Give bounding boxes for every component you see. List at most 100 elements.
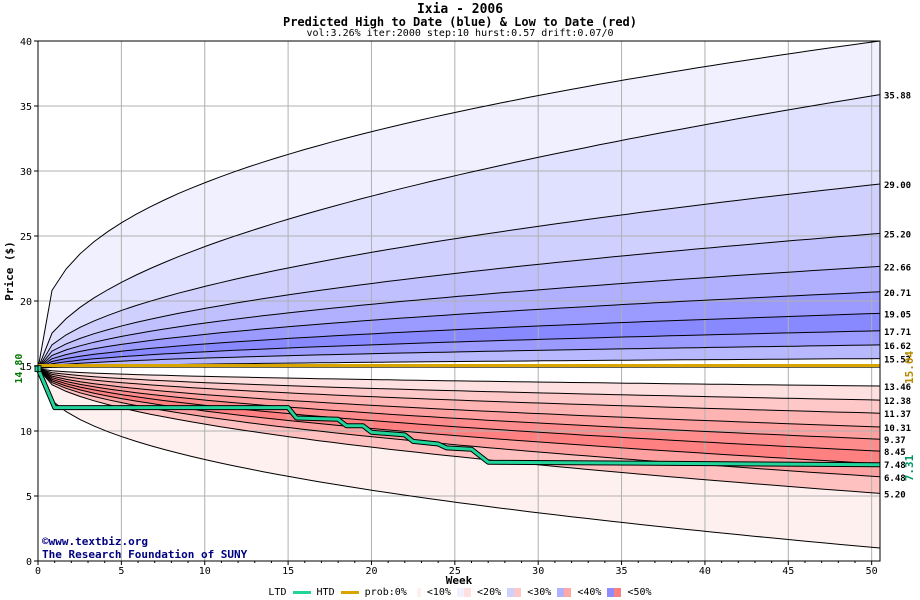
- low-band-8: [38, 368, 880, 494]
- x-tick-label-35: 35: [616, 566, 628, 577]
- low-percentile-line-4: [37, 368, 881, 428]
- x-axis-label: Week: [446, 574, 473, 587]
- x-tick-label-10: 10: [199, 566, 211, 577]
- legend-20-label: <20%: [477, 587, 502, 598]
- y-tick-label-5: 5: [26, 492, 32, 503]
- high-band-4: [38, 266, 880, 369]
- simulation-parameters: vol:3.26% iter:2000 step:10 hurst:0.57 d…: [306, 28, 614, 39]
- x-tick-label-50: 50: [866, 566, 878, 577]
- high-band-1: [38, 94, 880, 369]
- high-band-0: [38, 41, 880, 369]
- x-tick-label-5: 5: [118, 566, 124, 577]
- legend-htd-swatch: [340, 590, 359, 594]
- low-percentile-line-5: [37, 368, 881, 440]
- high-percentile-line-8: [37, 344, 881, 370]
- low-percentile-line-1: [37, 368, 881, 387]
- chart-title: Ixia - 2006: [416, 2, 504, 17]
- high-percentile-line-0: [37, 40, 881, 369]
- high-percentile-line-1: [37, 94, 881, 369]
- credit-organization: The Research Foundation of SUNY: [42, 548, 248, 561]
- high-percentile-line-2: [37, 183, 881, 369]
- low-band-4: [38, 368, 880, 440]
- low-value-label-6: 7.48: [884, 461, 906, 471]
- y-tick-label-25: 25: [20, 232, 32, 243]
- y-tick-label-30: 30: [20, 167, 32, 178]
- high-value-label-1: 29.00: [884, 181, 911, 191]
- x-tick-label-30: 30: [532, 566, 544, 577]
- high-band-8: [38, 344, 880, 369]
- x-tick-label-0: 0: [35, 566, 41, 577]
- high-percentile-line-6: [37, 312, 881, 370]
- ltd-line: [36, 368, 881, 467]
- low-percentile-line-8: [37, 368, 881, 478]
- legend-swatch-20: [507, 587, 522, 597]
- y-tick-label-35: 35: [20, 102, 32, 113]
- legend-10-label: <10%: [426, 587, 451, 598]
- high-band-3: [38, 233, 880, 369]
- legend-swatch-40: [607, 587, 622, 597]
- high-band-2: [38, 184, 880, 369]
- high-value-label-6: 17.71: [884, 328, 911, 338]
- high-percentile-line-5: [37, 291, 881, 370]
- credit-website: ©www.textbiz.org: [42, 535, 148, 548]
- low-band-1: [38, 368, 880, 401]
- y-tick-label-20: 20: [20, 297, 32, 308]
- y-tick-label-40: 40: [20, 37, 32, 48]
- high-value-label-3: 22.66: [884, 263, 911, 273]
- low-band-6: [38, 368, 880, 464]
- low-percentile-line-3: [37, 368, 881, 414]
- high-band-6: [38, 313, 880, 369]
- low-value-label-3: 10.31: [884, 424, 911, 434]
- low-value-label-0: 13.46: [884, 383, 911, 393]
- x-tick-label-25: 25: [449, 566, 461, 577]
- high-value-label-4: 20.71: [884, 289, 911, 299]
- high-percentile-line-3: [37, 232, 881, 369]
- legend-prob-label: prob:0%: [364, 587, 407, 598]
- legend-ltd-label: LTD: [268, 587, 287, 598]
- legend: LTD HTD prob:0% <10% <20% <30% <40% <50%: [0, 587, 920, 598]
- legend-swatch-0: [412, 587, 421, 597]
- chart-subtitle: Predicted High to Date (blue) & Low to D…: [282, 15, 637, 29]
- x-tick-label-45: 45: [782, 566, 794, 577]
- y-tick-label-15: 15: [20, 362, 32, 373]
- legend-50-label: <50%: [627, 587, 652, 598]
- high-percentile-line-7: [37, 330, 881, 370]
- low-percentile-line-9: [37, 368, 881, 494]
- legend-swatch-10: [457, 587, 471, 597]
- high-percentile-line-4: [37, 265, 881, 369]
- legend-ltd-swatch: [292, 590, 311, 594]
- credit-block: ©www.textbiz.org The Research Foundation…: [42, 535, 247, 561]
- low-value-label-5: 8.45: [884, 448, 906, 458]
- legend-htd-label: HTD: [316, 587, 335, 598]
- low-band-3: [38, 368, 880, 427]
- high-value-label-2: 25.20: [884, 230, 911, 240]
- y-axis-label: Price ($): [3, 241, 16, 301]
- x-tick-label-40: 40: [699, 566, 711, 577]
- low-value-label-8: 5.20: [884, 490, 906, 500]
- low-band-5: [38, 368, 880, 452]
- high-value-label-7: 16.62: [884, 342, 911, 352]
- low-value-label-7: 6.48: [884, 474, 906, 484]
- current-price-label: 15.04: [903, 351, 916, 384]
- high-value-label-0: 35.88: [884, 92, 911, 102]
- ltd-final-label: 7.31: [903, 454, 916, 481]
- high-band-5: [38, 291, 880, 369]
- low-value-label-2: 11.37: [884, 410, 911, 420]
- legend-30-label: <30%: [527, 587, 552, 598]
- y-tick-label-0: 0: [26, 557, 32, 568]
- low-value-label-4: 9.37: [884, 436, 906, 446]
- x-tick-label-15: 15: [282, 566, 294, 577]
- legend-swatch-30: [557, 587, 572, 597]
- low-value-label-1: 12.38: [884, 397, 911, 407]
- y-tick-label-10: 10: [20, 427, 32, 438]
- low-percentile-line-2: [37, 368, 881, 401]
- low-percentile-line-6: [37, 368, 881, 452]
- start-price-label: 14.80: [14, 354, 25, 384]
- high-value-label-5: 19.05: [884, 310, 911, 320]
- high-value-label-8: 15.57: [884, 356, 911, 366]
- low-percentile-line-0: [37, 368, 881, 549]
- high-band-7: [38, 330, 880, 369]
- x-tick-label-20: 20: [365, 566, 377, 577]
- legend-40-label: <40%: [577, 587, 602, 598]
